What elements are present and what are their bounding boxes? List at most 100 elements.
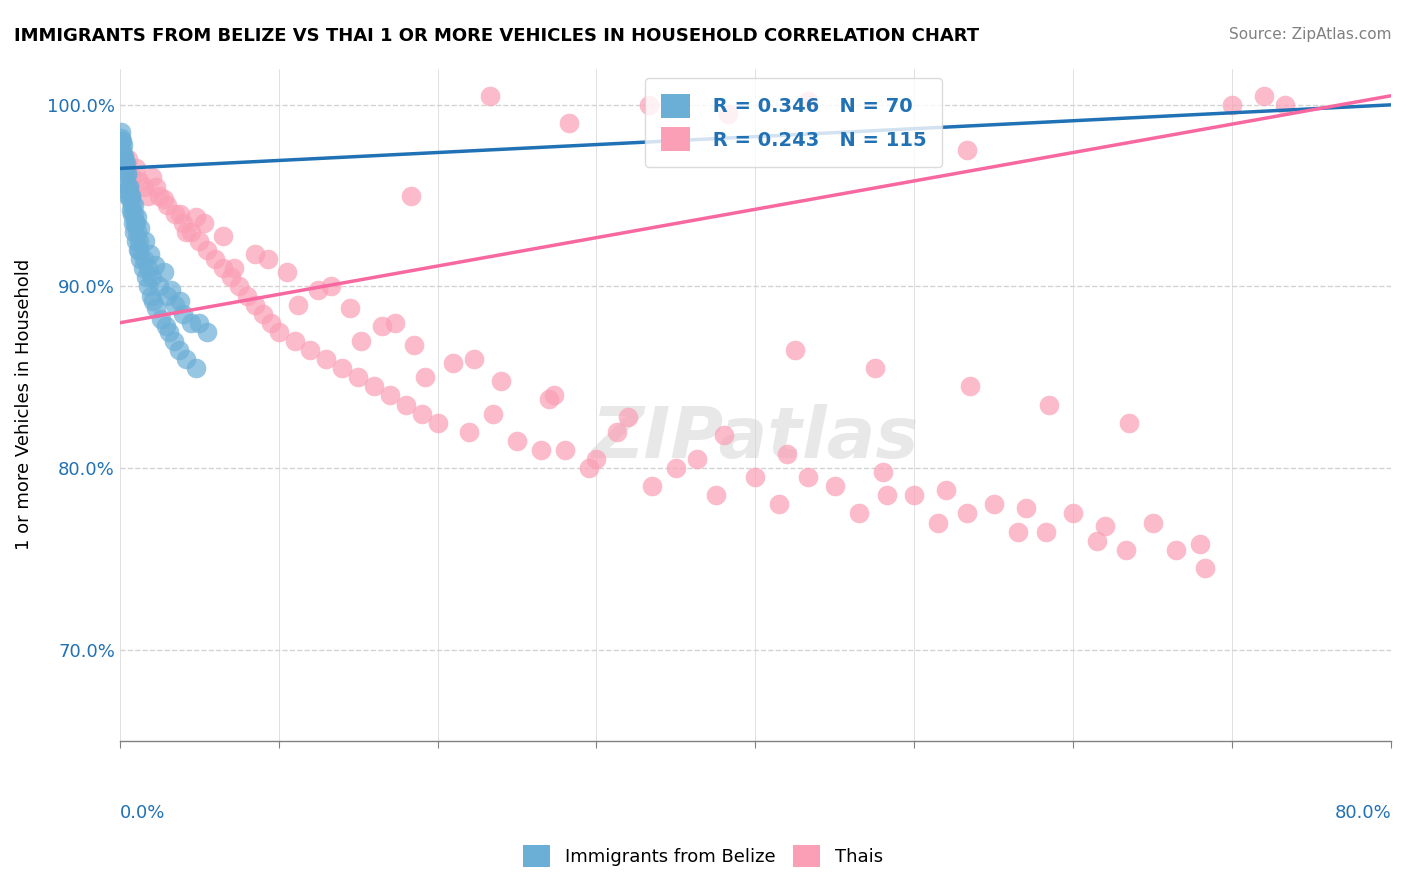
Point: [927, 516, 949, 530]
Point: [125, 225, 148, 239]
Point: [138, 261, 160, 276]
Point: [145, 179, 167, 194]
Point: [1118, 416, 1140, 430]
Point: [172, 307, 194, 321]
Point: [797, 94, 820, 108]
Point: [127, 211, 149, 225]
Point: [1142, 516, 1164, 530]
Point: [176, 225, 198, 239]
Point: [122, 207, 145, 221]
Point: [776, 446, 799, 460]
Point: [128, 243, 150, 257]
Point: [122, 198, 145, 212]
Point: [134, 234, 156, 248]
Text: IMMIGRANTS FROM BELIZE VS THAI 1 OR MORE VEHICLES IN HOUSEHOLD CORRELATION CHART: IMMIGRANTS FROM BELIZE VS THAI 1 OR MORE…: [14, 27, 979, 45]
Point: [443, 356, 465, 370]
Point: [128, 234, 150, 248]
Point: [110, 134, 132, 148]
Point: [111, 153, 134, 167]
Point: [156, 288, 179, 302]
Point: [180, 225, 202, 239]
Point: [1094, 519, 1116, 533]
Point: [489, 374, 512, 388]
Point: [426, 416, 449, 430]
Point: [132, 252, 155, 267]
Point: [115, 174, 138, 188]
Point: [363, 379, 385, 393]
Point: [350, 334, 373, 348]
Point: [188, 234, 211, 248]
Point: [704, 488, 727, 502]
Point: [136, 279, 159, 293]
Point: [287, 298, 309, 312]
Point: [717, 107, 740, 121]
Point: [195, 325, 218, 339]
Point: [114, 161, 136, 176]
Point: [1194, 561, 1216, 575]
Text: 80.0%: 80.0%: [1334, 804, 1391, 822]
Legend:  R = 0.346   N = 70,  R = 0.243   N = 115: R = 0.346 N = 70, R = 0.243 N = 115: [645, 78, 942, 167]
Point: [1220, 98, 1243, 112]
Point: [1062, 507, 1084, 521]
Point: [665, 461, 688, 475]
Point: [299, 343, 322, 357]
Point: [172, 216, 194, 230]
Point: [180, 316, 202, 330]
Point: [983, 497, 1005, 511]
Point: [617, 410, 640, 425]
Point: [195, 243, 218, 257]
Point: [117, 188, 139, 202]
Point: [330, 361, 353, 376]
Point: [120, 188, 142, 202]
Point: [165, 298, 187, 312]
Point: [956, 507, 979, 521]
Point: [1085, 533, 1108, 548]
Point: [339, 301, 361, 316]
Point: [479, 88, 502, 103]
Point: [145, 301, 167, 316]
Point: [212, 228, 235, 243]
Point: [578, 461, 600, 475]
Point: [150, 312, 173, 326]
Point: [1014, 501, 1036, 516]
Point: [157, 325, 180, 339]
Point: [307, 283, 329, 297]
Point: [112, 149, 135, 163]
Point: [638, 98, 661, 112]
Point: [112, 149, 135, 163]
Point: [120, 188, 142, 202]
Point: [606, 425, 628, 439]
Point: [413, 370, 436, 384]
Point: [163, 334, 186, 348]
Point: [956, 143, 979, 157]
Point: [224, 261, 246, 276]
Y-axis label: 1 or more Vehicles in Household: 1 or more Vehicles in Household: [15, 259, 32, 550]
Point: [543, 388, 565, 402]
Point: [959, 379, 981, 393]
Text: ZIPatlas: ZIPatlas: [592, 403, 920, 473]
Point: [165, 207, 187, 221]
Point: [402, 337, 425, 351]
Point: [125, 234, 148, 248]
Point: [115, 167, 138, 181]
Point: [111, 134, 134, 148]
Point: [138, 188, 160, 202]
Point: [848, 507, 870, 521]
Point: [118, 179, 141, 194]
Point: [395, 397, 418, 411]
Point: [1007, 524, 1029, 539]
Point: [139, 246, 162, 260]
Point: [117, 153, 139, 167]
Point: [1038, 397, 1060, 411]
Point: [256, 252, 278, 267]
Point: [585, 452, 607, 467]
Point: [141, 170, 163, 185]
Point: [124, 216, 146, 230]
Point: [128, 252, 150, 267]
Point: [935, 483, 957, 497]
Point: [371, 319, 394, 334]
Point: [824, 479, 846, 493]
Point: [204, 252, 226, 267]
Point: [124, 225, 146, 239]
Point: [153, 192, 176, 206]
